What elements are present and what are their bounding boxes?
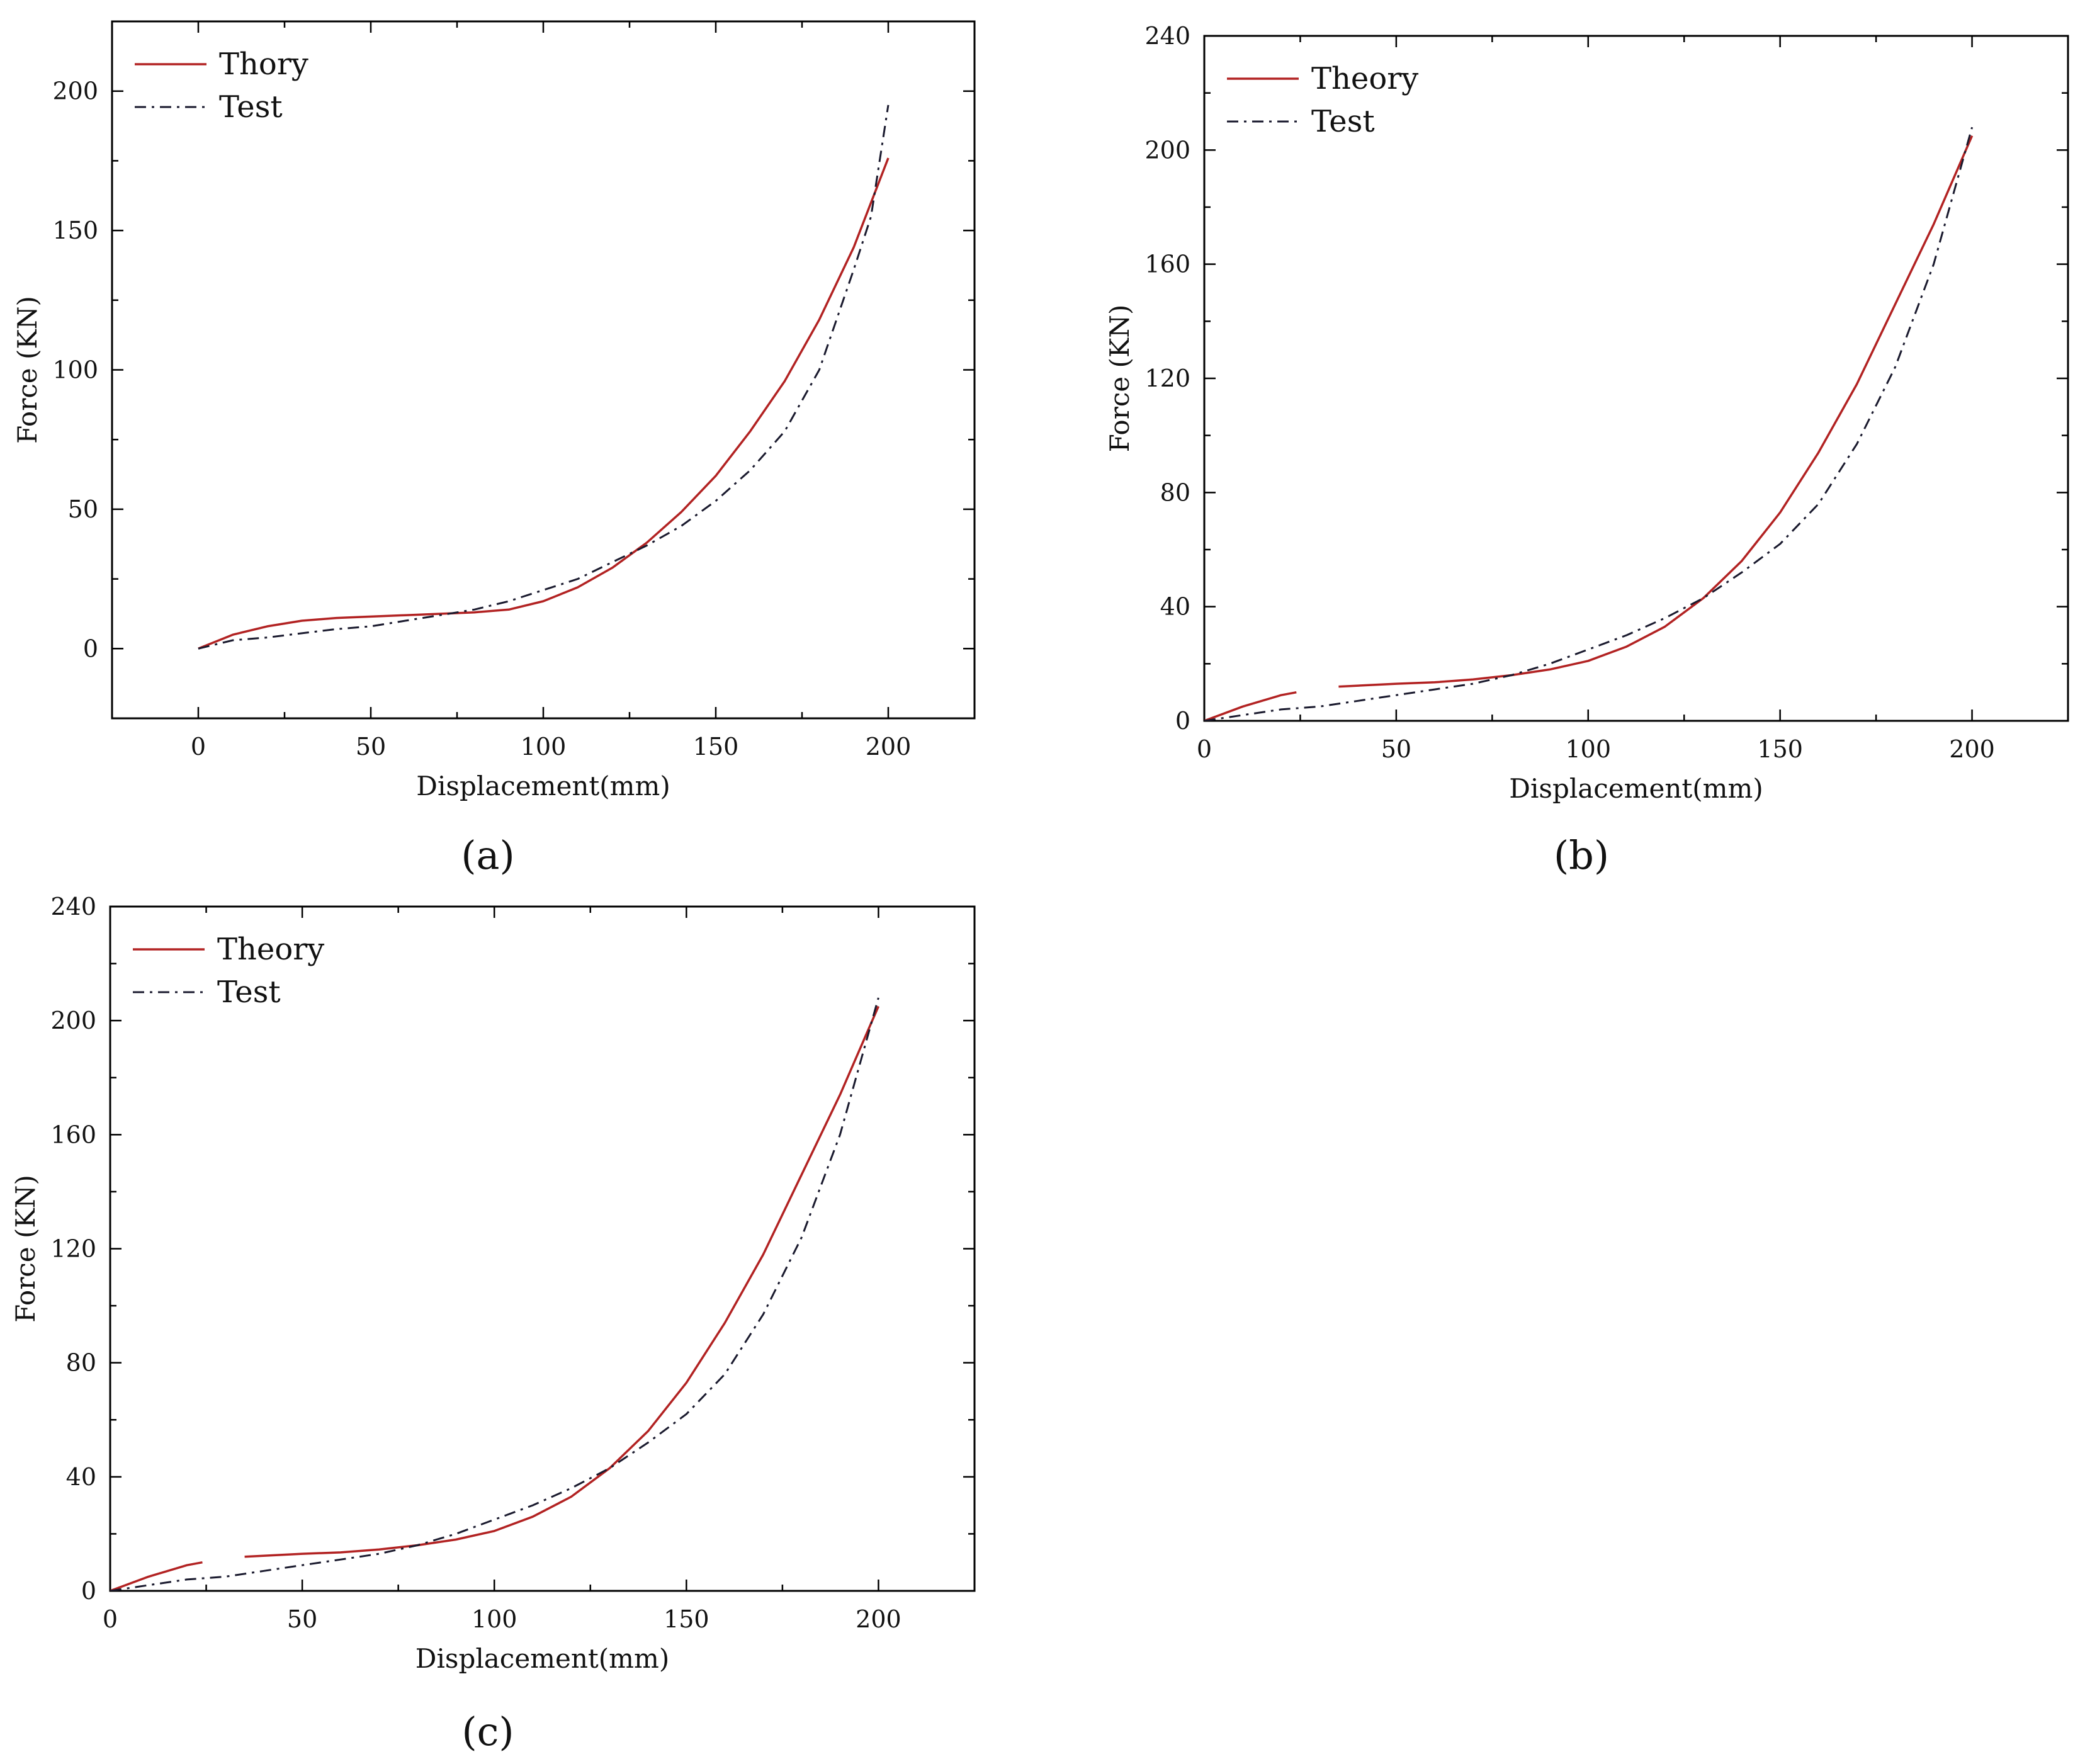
x-tick-label: 0 bbox=[1197, 735, 1212, 763]
y-tick-label: 100 bbox=[52, 356, 98, 384]
y-tick-label: 0 bbox=[1175, 707, 1190, 735]
x-tick-label: 100 bbox=[521, 733, 567, 760]
x-tick-label: 200 bbox=[856, 1605, 901, 1633]
y-tick-label: 120 bbox=[1144, 365, 1190, 392]
x-tick-label: 100 bbox=[472, 1605, 517, 1633]
panel-caption: (a) bbox=[461, 832, 514, 878]
series-line-test bbox=[198, 105, 890, 650]
y-tick-label: 50 bbox=[68, 495, 98, 523]
legend-label-theory: Theory bbox=[1311, 61, 1418, 96]
x-tick-label: 0 bbox=[191, 733, 206, 760]
y-tick-label: 160 bbox=[50, 1121, 96, 1148]
y-tick-label: 240 bbox=[50, 893, 96, 920]
y-axis-label: Force (KN) bbox=[1104, 305, 1135, 453]
legend-label-test: Test bbox=[1311, 104, 1375, 139]
panel-caption: (c) bbox=[461, 1709, 514, 1755]
x-tick-label: 150 bbox=[664, 1605, 709, 1633]
legend-label-thory: Thory bbox=[219, 47, 308, 82]
chart-panel-b: 0 40 80 120 160 200 240 0 50 100 150 200 Displacemen… bbox=[1104, 22, 2069, 878]
x-tick-label: 200 bbox=[866, 733, 912, 760]
x-tick-label: 50 bbox=[1381, 735, 1411, 763]
chart-panel-a: 0 50 100 150 200 0 50 100 150 200 Displacement(mm)… bbox=[12, 20, 976, 878]
legend-label-test: Test bbox=[219, 89, 283, 125]
y-axis-label: Force (KN) bbox=[12, 296, 43, 444]
y-tick-label: 200 bbox=[52, 77, 98, 105]
series-line-theory bbox=[1204, 135, 1974, 721]
panel-caption: (b) bbox=[1554, 832, 1609, 878]
x-tick-label: 150 bbox=[1757, 735, 1803, 763]
y-tick-label: 240 bbox=[1144, 22, 1190, 50]
x-tick-label: 0 bbox=[103, 1605, 118, 1633]
x-tick-label: 150 bbox=[693, 733, 739, 760]
series-line-theory bbox=[110, 1005, 880, 1591]
plot-frame bbox=[111, 20, 976, 720]
series-line-test bbox=[1204, 127, 1974, 721]
chart-panel-c: 0 40 80 120 160 200 240 0 50 100 150 200 Displacemen… bbox=[10, 893, 976, 1755]
y-tick-label: 40 bbox=[66, 1463, 96, 1491]
series-line-thory bbox=[198, 157, 890, 650]
x-axis-label: Displacement(mm) bbox=[1509, 773, 1763, 804]
x-axis-label: Displacement(mm) bbox=[416, 771, 670, 801]
y-tick-label: 200 bbox=[1144, 136, 1190, 164]
x-tick-label: 200 bbox=[1949, 735, 1995, 763]
x-axis-label: Displacement(mm) bbox=[415, 1643, 669, 1674]
legend-label-theory: Theory bbox=[217, 932, 324, 967]
y-tick-label: 80 bbox=[66, 1349, 96, 1377]
series-line-test bbox=[110, 997, 879, 1591]
y-tick-label: 160 bbox=[1144, 251, 1190, 278]
y-tick-label: 40 bbox=[1160, 593, 1190, 621]
y-tick-label: 150 bbox=[52, 217, 98, 244]
y-tick-label: 0 bbox=[81, 1577, 96, 1605]
x-tick-label: 50 bbox=[287, 1605, 317, 1633]
y-tick-label: 200 bbox=[50, 1007, 96, 1034]
y-tick-label: 0 bbox=[83, 635, 98, 662]
y-axis-label: Force (KN) bbox=[10, 1175, 41, 1323]
y-tick-label: 120 bbox=[50, 1235, 96, 1263]
x-tick-label: 50 bbox=[356, 733, 386, 760]
legend-label-test: Test bbox=[217, 975, 281, 1010]
x-tick-label: 100 bbox=[1566, 735, 1612, 763]
y-tick-label: 80 bbox=[1160, 478, 1190, 506]
